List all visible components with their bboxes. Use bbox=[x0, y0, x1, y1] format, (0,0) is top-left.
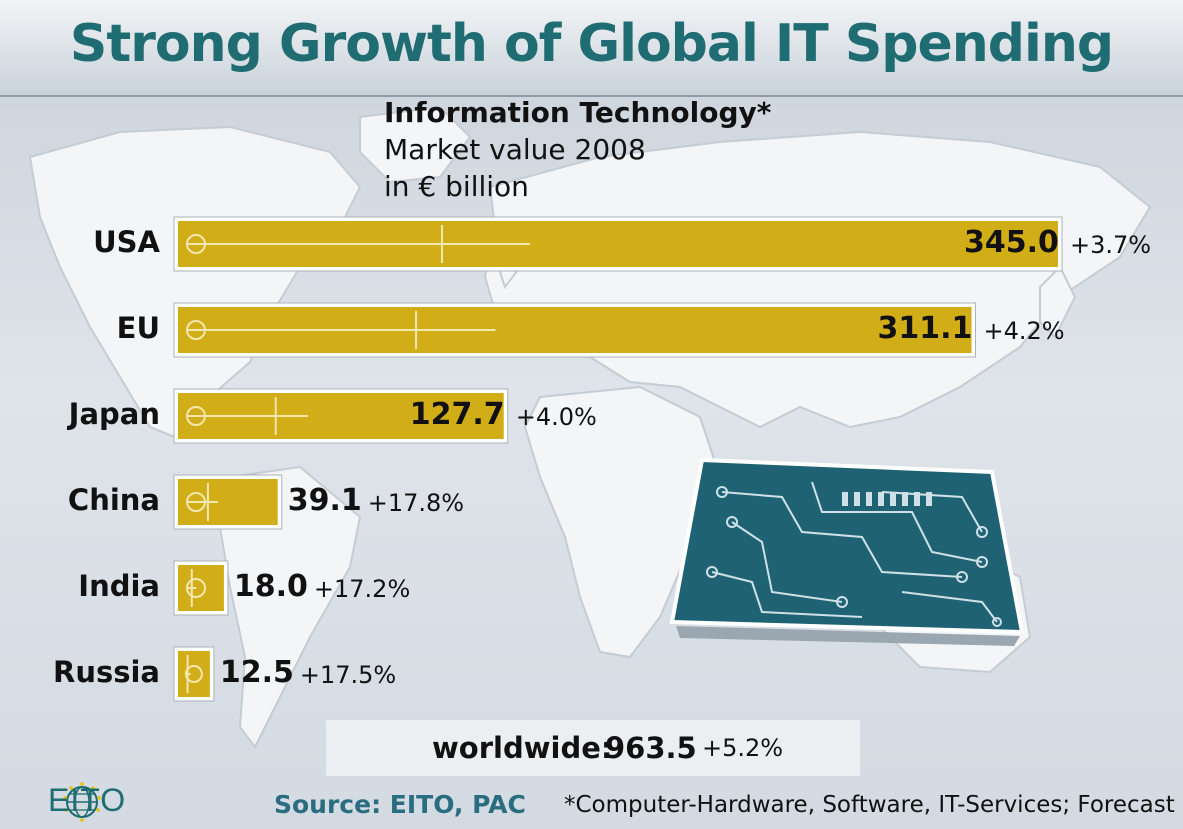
category-label: USA bbox=[93, 225, 160, 259]
growth-label: +4.0% bbox=[515, 403, 597, 431]
bar-pad bbox=[186, 234, 206, 254]
growth-label: +17.2% bbox=[313, 575, 411, 603]
bar-pad bbox=[186, 578, 206, 598]
bar-pad bbox=[186, 492, 206, 512]
value-label: 311.1 bbox=[877, 311, 973, 346]
chart-subtitle: Information Technology* Market value 200… bbox=[384, 94, 771, 205]
source-text: Source: EITO, PAC bbox=[274, 790, 526, 819]
value-label: 18.0 bbox=[233, 569, 308, 604]
footnote-text: *Computer-Hardware, Software, IT-Service… bbox=[564, 792, 1175, 818]
value-label: 345.0 bbox=[964, 225, 1059, 260]
eito-logo-text: EITO bbox=[48, 782, 127, 818]
bar-trace bbox=[188, 225, 530, 263]
bar-usa bbox=[173, 216, 1063, 272]
category-label: India bbox=[78, 569, 160, 603]
subtitle-line-2: Market value 2008 bbox=[384, 133, 646, 166]
value-label: 12.5 bbox=[219, 655, 294, 690]
value-label: 39.1 bbox=[287, 483, 362, 518]
bar-pad bbox=[186, 406, 206, 426]
bar-japan bbox=[173, 388, 509, 444]
globe-stars-icon bbox=[63, 782, 101, 822]
page-title: Strong Growth of Global IT Spending bbox=[69, 14, 1114, 74]
worldwide-value: 963.5 bbox=[605, 731, 697, 765]
growth-label: +17.8% bbox=[367, 489, 465, 517]
header: Strong Growth of Global IT Spending bbox=[0, 0, 1183, 97]
subtitle-line-3: in € billion bbox=[384, 170, 529, 203]
bar-russia bbox=[173, 646, 215, 702]
growth-label: +4.2% bbox=[983, 317, 1065, 345]
category-label: China bbox=[67, 483, 160, 517]
bar-trace bbox=[188, 569, 197, 607]
worldwide-box bbox=[326, 720, 860, 776]
worldwide-label: worldwide: bbox=[432, 731, 613, 765]
growth-label: +3.7% bbox=[1070, 231, 1152, 259]
bar-china bbox=[173, 474, 283, 530]
worldwide-growth: +5.2% bbox=[702, 734, 784, 762]
bar-trace bbox=[188, 397, 309, 435]
bar-pad bbox=[184, 665, 203, 683]
bar-pad bbox=[186, 320, 206, 340]
category-label: Russia bbox=[52, 655, 160, 689]
value-label: 127.7 bbox=[409, 397, 505, 432]
bar-india bbox=[173, 560, 229, 616]
category-label: EU bbox=[116, 311, 160, 345]
bar-fill bbox=[178, 565, 224, 611]
category-label: Japan bbox=[68, 397, 160, 431]
bar-fill bbox=[178, 651, 210, 697]
bar-trace bbox=[188, 311, 496, 349]
bar-trace bbox=[186, 655, 191, 693]
growth-label: +17.5% bbox=[299, 661, 397, 689]
bar-trace bbox=[188, 483, 218, 521]
bar-eu bbox=[173, 302, 977, 358]
circuit-board-image bbox=[669, 457, 1025, 646]
subtitle-line-1: Information Technology* bbox=[384, 96, 772, 129]
